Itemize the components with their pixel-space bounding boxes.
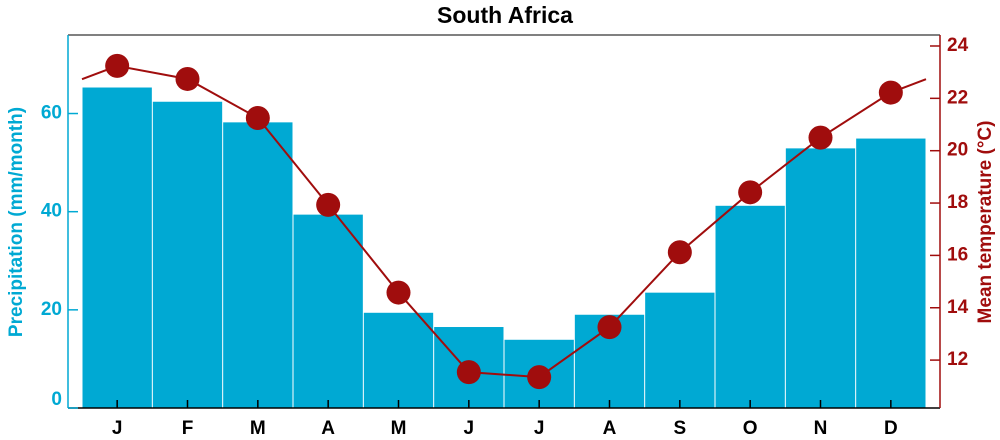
y-tick-label: 60 <box>41 103 62 124</box>
y2-tick-label: 12 <box>947 349 968 370</box>
x-tick-label: S <box>673 418 686 439</box>
temperature-dot <box>245 105 270 130</box>
x-tick-label: D <box>884 418 898 439</box>
temperature-dot <box>738 180 763 205</box>
temperature-dot <box>667 240 692 265</box>
temperature-dot <box>456 360 481 385</box>
y-axis-label: Precipitation (mm/month) <box>6 107 27 337</box>
temperature-dot <box>316 192 341 217</box>
bar <box>715 205 785 408</box>
y2-tick-label: 14 <box>947 297 969 318</box>
bar <box>293 214 363 408</box>
x-tick-label: A <box>603 418 617 439</box>
x-tick-label: M <box>250 418 266 439</box>
bar <box>152 101 223 408</box>
y2-tick-label: 16 <box>947 244 968 265</box>
y-tick-label: 40 <box>41 201 62 222</box>
temperature-line <box>116 64 892 379</box>
temperature-dot <box>527 365 552 390</box>
x-tick-label: N <box>814 418 828 439</box>
y2-tick-label: 20 <box>947 140 968 161</box>
temperature-dot <box>175 66 200 91</box>
temperature-dot <box>105 53 130 78</box>
bar <box>223 122 293 408</box>
x-tick-label: O <box>743 418 758 439</box>
chart-title: South Africa <box>437 2 573 28</box>
y-tick-label: 0 <box>51 389 62 410</box>
y2-tick-label: 22 <box>947 87 968 108</box>
bar <box>363 312 434 408</box>
x-tick-label: F <box>182 418 194 439</box>
y2-tick-label: 18 <box>947 192 968 213</box>
bar <box>856 138 926 408</box>
y2-tick-label: 24 <box>947 35 969 56</box>
temperature-dot <box>808 125 833 150</box>
bar <box>645 292 715 408</box>
temperature-dot <box>878 80 903 105</box>
temperature-dot <box>597 315 622 340</box>
x-tick-label: J <box>534 418 545 439</box>
y-tick-label: 20 <box>41 299 62 320</box>
bar <box>785 148 856 408</box>
x-tick-label: M <box>391 418 407 439</box>
x-tick-label: A <box>321 418 335 439</box>
y2-axis-label: Mean temperature (°C) <box>975 121 996 324</box>
x-tick-label: J <box>112 418 123 439</box>
temperature-dot <box>386 280 411 305</box>
x-tick-label: J <box>464 418 475 439</box>
bar <box>82 87 152 409</box>
